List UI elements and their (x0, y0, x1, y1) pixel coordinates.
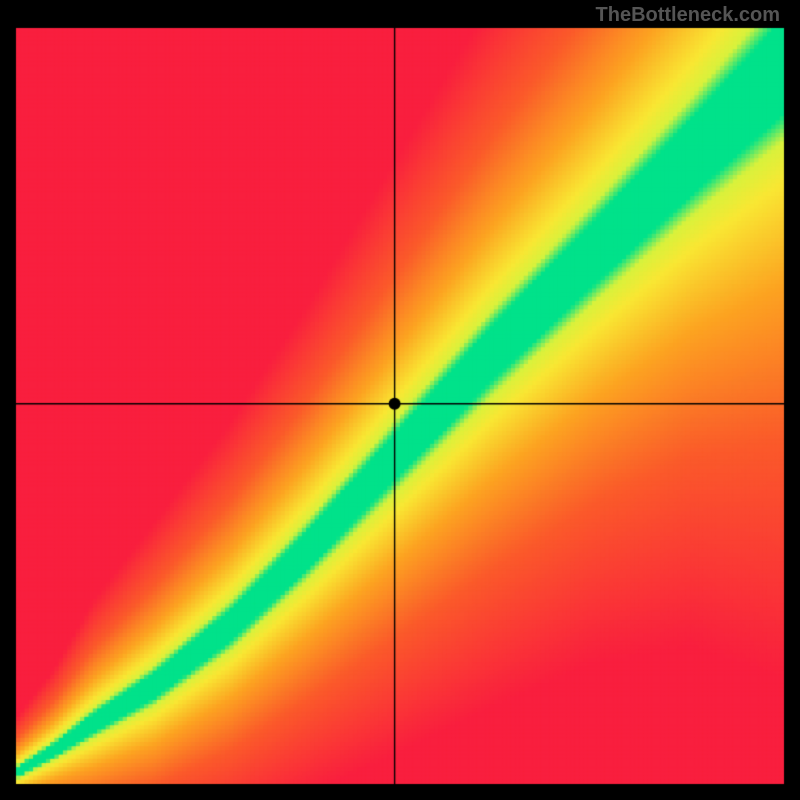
bottleneck-heatmap (0, 0, 800, 800)
attribution-text: TheBottleneck.com (596, 4, 780, 27)
